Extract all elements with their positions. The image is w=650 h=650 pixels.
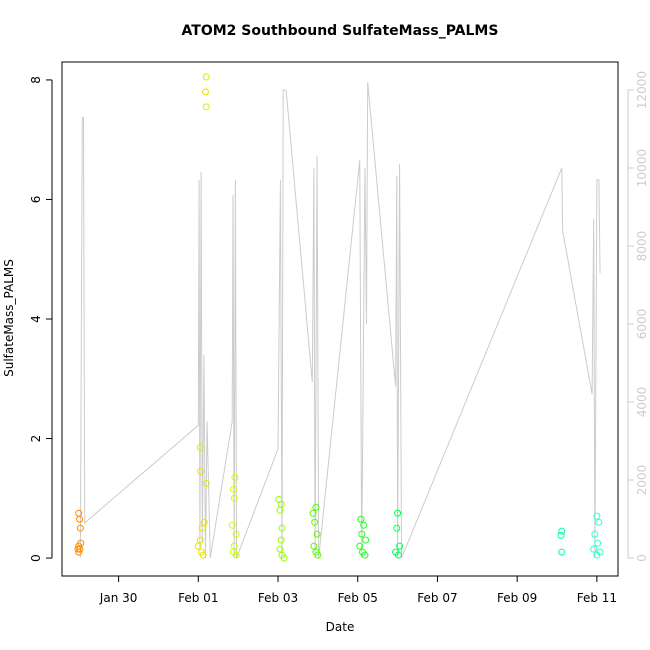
point xyxy=(74,545,82,553)
y-tick-label: 8 xyxy=(29,76,43,84)
point xyxy=(232,551,240,559)
point xyxy=(314,551,322,559)
point xyxy=(280,554,288,562)
point xyxy=(278,524,286,532)
point xyxy=(557,531,565,539)
point xyxy=(362,536,370,544)
point xyxy=(313,530,321,538)
point xyxy=(309,509,317,517)
point xyxy=(76,515,84,523)
point xyxy=(394,509,402,517)
x-tick-label: Feb 05 xyxy=(338,591,378,605)
x-tick-label: Feb 01 xyxy=(178,591,218,605)
point xyxy=(229,485,237,493)
point xyxy=(276,506,284,514)
point xyxy=(194,542,202,550)
point xyxy=(591,530,599,538)
y-tick-label: 2 xyxy=(29,435,43,443)
point xyxy=(394,551,402,559)
x-tick-label: Feb 09 xyxy=(497,591,537,605)
chart-title: ATOM2 Southbound SulfateMass_PALMS xyxy=(182,23,499,39)
x-tick-label: Feb 07 xyxy=(417,591,457,605)
y2-tick-label: 8000 xyxy=(635,231,649,262)
point xyxy=(75,548,83,556)
point xyxy=(558,548,566,556)
point xyxy=(393,524,401,532)
point xyxy=(199,551,207,559)
point xyxy=(202,479,210,487)
point xyxy=(396,542,404,550)
point xyxy=(276,545,284,553)
y2-tick-label: 4000 xyxy=(635,387,649,418)
y2-tick-label: 10000 xyxy=(635,149,649,187)
point xyxy=(312,503,320,511)
point xyxy=(277,536,285,544)
point xyxy=(357,515,365,523)
point xyxy=(593,551,601,559)
point xyxy=(76,524,84,532)
y2-tick-label: 12000 xyxy=(635,71,649,109)
point xyxy=(358,530,366,538)
point xyxy=(558,527,566,535)
point xyxy=(232,530,240,538)
point xyxy=(310,542,318,550)
point xyxy=(198,524,206,532)
plot-frame xyxy=(61,61,619,577)
point xyxy=(230,494,238,502)
y2-tick-label: 6000 xyxy=(635,309,649,340)
point xyxy=(593,512,601,520)
y-axis-label: SulfateMass_PALMS xyxy=(2,259,16,377)
altitude-line xyxy=(79,82,601,559)
point xyxy=(196,444,204,451)
point xyxy=(200,518,208,526)
point xyxy=(228,521,236,529)
y-tick-label: 6 xyxy=(29,196,43,204)
y-tick-label: 4 xyxy=(29,315,43,323)
point xyxy=(360,521,368,529)
point xyxy=(594,539,602,547)
point xyxy=(356,542,364,550)
point xyxy=(590,545,598,553)
point xyxy=(361,551,369,559)
x-tick-label: Feb 03 xyxy=(258,591,298,605)
point xyxy=(196,536,204,544)
point xyxy=(77,539,85,547)
point xyxy=(595,518,603,526)
point xyxy=(202,73,210,81)
y2-tick-label: 2000 xyxy=(635,465,649,496)
x-axis-label: Date xyxy=(326,620,355,634)
point xyxy=(311,518,319,526)
x-tick-label: Jan 30 xyxy=(99,591,138,605)
y-tick-label: 0 xyxy=(29,554,43,562)
point xyxy=(202,103,210,111)
x-tick-label: Feb 11 xyxy=(577,591,617,605)
point xyxy=(197,467,205,475)
point xyxy=(201,88,209,96)
y2-tick-label: 0 xyxy=(635,554,649,562)
point xyxy=(231,473,239,481)
